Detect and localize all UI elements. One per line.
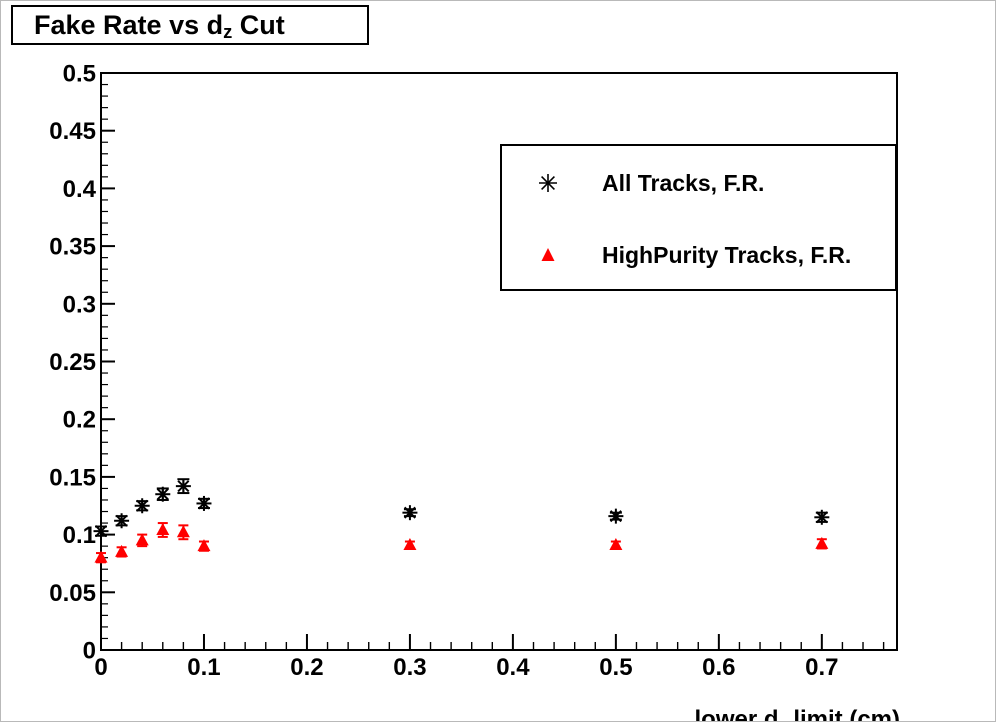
y-tick-label: 0.5 (63, 61, 96, 88)
asterisk-marker (134, 498, 150, 514)
asterisk-marker (196, 495, 212, 511)
legend-entry-all-tracks: All Tracks, F.R. (502, 155, 895, 211)
chart-title-text: Fake Rate vs d (34, 9, 224, 40)
triangle-marker (197, 539, 211, 552)
asterisk-marker (814, 509, 830, 525)
y-tick-label: 0.2 (63, 407, 96, 434)
y-tick-label: 0 (83, 638, 96, 665)
asterisk-marker (175, 478, 191, 494)
triangle-marker (609, 537, 623, 550)
x-tick-label: 0.6 (702, 654, 735, 681)
x-tick-label: 0.7 (805, 654, 838, 681)
y-tick-label: 0.25 (49, 349, 96, 376)
triangle-marker (135, 533, 149, 546)
legend-label-all-tracks: All Tracks, F.R. (602, 169, 765, 196)
y-tick-label: 0.05 (49, 580, 96, 607)
asterisk-marker (114, 513, 130, 529)
triangle-marker (403, 537, 417, 550)
legend-label-highpurity-tracks: HighPurity Tracks, F.R. (602, 241, 852, 268)
x-axis-title-subscript: z (779, 719, 787, 721)
triangle-marker (176, 525, 190, 538)
triangle-icon (541, 248, 555, 261)
x-tick-label: 0.1 (187, 654, 220, 681)
asterisk-marker (402, 505, 418, 521)
x-tick-label: 0.2 (290, 654, 323, 681)
x-axis-title-text: lower d (694, 706, 779, 722)
x-tick-label: 0.5 (599, 654, 632, 681)
x-axis-title-suffix: limit (cm) (786, 706, 900, 722)
chart-title-subscript: z (223, 20, 233, 42)
x-axis-title: lower dz limit (cm) (668, 678, 900, 722)
x-tick-label: 0 (94, 654, 107, 681)
y-tick-label: 0.1 (63, 522, 96, 549)
x-tick-label: 0.4 (496, 654, 530, 681)
triangle-marker (156, 522, 170, 535)
y-tick-label: 0.35 (49, 234, 96, 261)
chart-title-suffix: Cut (232, 9, 285, 40)
triangle-marker (815, 536, 829, 549)
series-all-tracks (93, 478, 830, 539)
legend-box: All Tracks, F.R. HighPurity Tracks, F.R. (500, 144, 897, 291)
y-tick-label: 0.4 (63, 176, 97, 203)
asterisk-icon (539, 174, 557, 192)
asterisk-marker (93, 523, 109, 539)
series-highpurity-tracks (94, 522, 829, 564)
y-tick-label: 0.3 (63, 291, 96, 318)
y-tick-label: 0.15 (49, 464, 96, 491)
x-tick-label: 0.3 (393, 654, 426, 681)
triangle-marker (94, 550, 108, 563)
asterisk-marker (608, 508, 624, 524)
legend-entry-highpurity-tracks: HighPurity Tracks, F.R. (502, 227, 895, 283)
y-tick-label: 0.45 (49, 118, 96, 145)
asterisk-marker (155, 486, 171, 502)
triangle-marker (115, 544, 129, 557)
